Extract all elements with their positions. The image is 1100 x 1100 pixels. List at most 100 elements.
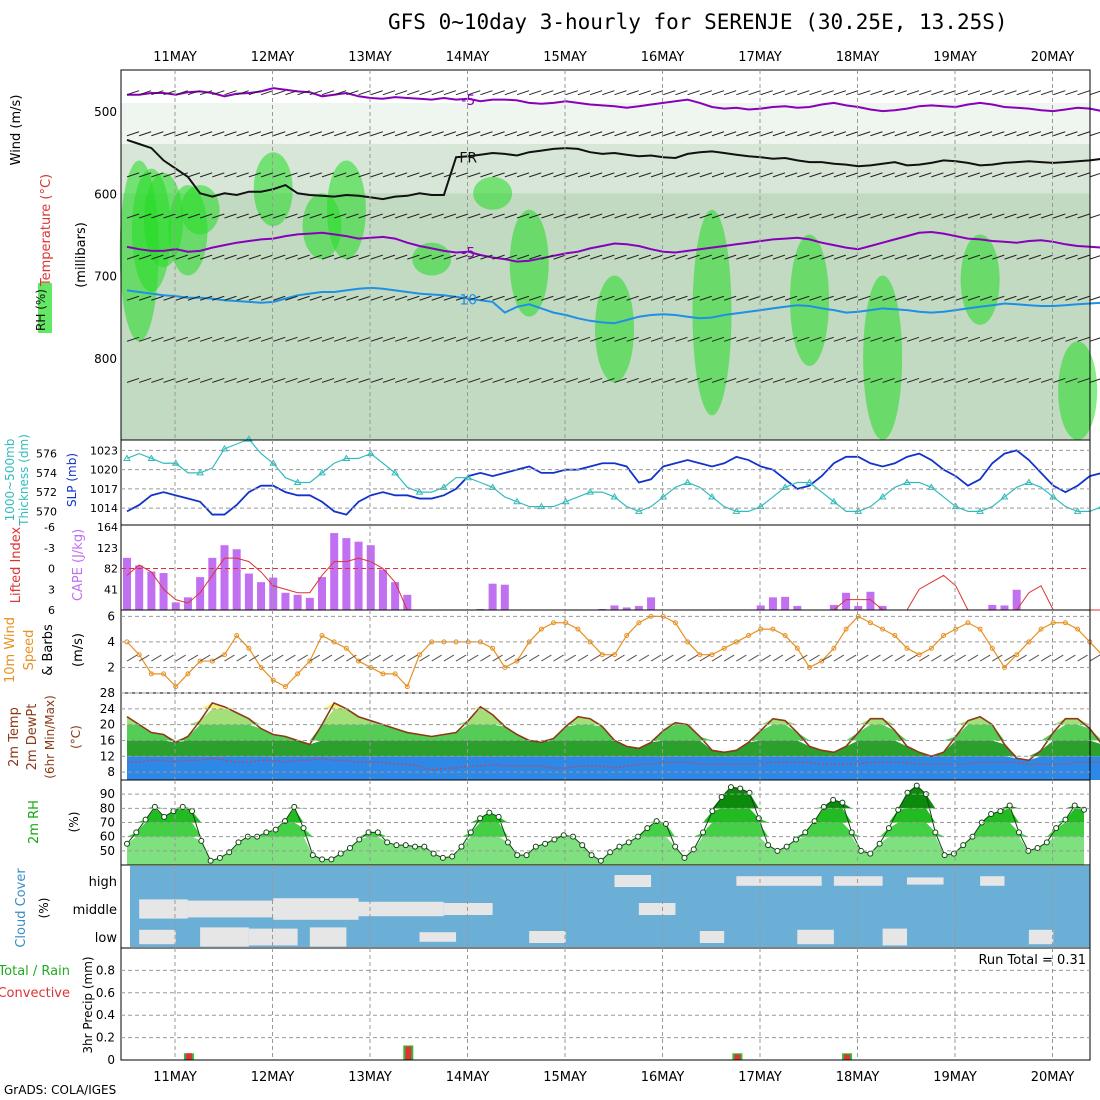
wind-barb bbox=[967, 172, 981, 178]
wind-barb bbox=[468, 295, 481, 301]
cloud-patch bbox=[833, 876, 883, 886]
wind-barb bbox=[260, 295, 274, 301]
surface-wind-barb bbox=[467, 654, 479, 662]
wind-barb bbox=[480, 377, 493, 383]
cloud-patch bbox=[139, 899, 188, 919]
rh-marker bbox=[133, 829, 140, 836]
rh-marker bbox=[950, 850, 957, 857]
rh-marker bbox=[346, 845, 353, 851]
wind-barb bbox=[784, 90, 798, 96]
wind-barb bbox=[1040, 213, 1054, 219]
wind-barb bbox=[943, 336, 956, 342]
wind-barb bbox=[236, 377, 249, 383]
wind-barb bbox=[529, 254, 542, 260]
wind-barb bbox=[650, 172, 664, 178]
wind-barb bbox=[663, 213, 676, 219]
wind-barb bbox=[370, 172, 383, 178]
wind-speed-marker bbox=[392, 671, 398, 677]
wind-barb bbox=[212, 172, 225, 178]
rh-tick: 60 bbox=[100, 830, 115, 844]
wind-barb bbox=[504, 90, 517, 96]
li-tick: -3 bbox=[44, 542, 55, 555]
wind-barb bbox=[139, 213, 152, 219]
wind-barb bbox=[711, 131, 725, 137]
wind-barb bbox=[346, 213, 359, 219]
wind-barb bbox=[626, 131, 639, 137]
wind-barb bbox=[748, 131, 761, 137]
cape-bar bbox=[610, 605, 619, 610]
wind-barb bbox=[443, 172, 457, 178]
cape-bar bbox=[403, 594, 412, 610]
thickness-marker bbox=[366, 449, 375, 457]
rh-marker bbox=[337, 850, 344, 857]
rh-marker bbox=[532, 843, 539, 850]
surface-wind-barb bbox=[260, 654, 272, 662]
wind-barb bbox=[650, 131, 664, 137]
rh-marker bbox=[458, 843, 465, 850]
surface-wind-barb bbox=[321, 654, 333, 662]
wind-barb bbox=[321, 377, 335, 383]
wind-barb bbox=[797, 336, 810, 342]
wind-barb bbox=[151, 131, 164, 137]
wind-barb bbox=[370, 90, 383, 96]
wind-barb bbox=[1077, 336, 1090, 342]
wind-barb bbox=[894, 213, 907, 219]
wind-barb bbox=[455, 295, 469, 301]
rh-marker bbox=[616, 843, 623, 850]
wind-barb bbox=[919, 213, 932, 219]
wind-barb bbox=[443, 295, 457, 301]
wind-barb bbox=[772, 295, 786, 301]
date-label-bottom: 16MAY bbox=[641, 1070, 685, 1085]
wind-barb bbox=[126, 90, 140, 96]
wind-barb bbox=[492, 90, 505, 96]
wind-barb bbox=[967, 213, 981, 219]
rh-marker bbox=[997, 808, 1004, 815]
surface-wind-barb bbox=[931, 654, 942, 662]
wind-barb bbox=[394, 295, 408, 301]
rh-marker bbox=[830, 796, 837, 803]
rh-marker bbox=[783, 843, 790, 850]
rh-marker bbox=[1034, 845, 1041, 851]
temp-tick: 12 bbox=[100, 749, 115, 763]
wind-barb bbox=[626, 172, 639, 178]
wind-barb bbox=[431, 254, 444, 260]
wind-barb bbox=[602, 172, 615, 178]
wind-barb bbox=[151, 172, 164, 178]
wind-barb bbox=[992, 90, 1005, 96]
wind-barb bbox=[797, 213, 810, 219]
wind-barb bbox=[1065, 336, 1078, 342]
rh-marker bbox=[876, 840, 883, 847]
wind-barb bbox=[248, 213, 262, 219]
date-label-bottom: 14MAY bbox=[446, 1070, 490, 1085]
wind-barb bbox=[382, 131, 396, 137]
isotherm-4 bbox=[126, 286, 1100, 325]
wind-barb bbox=[285, 295, 298, 301]
pressure-axis-label: (millibars) bbox=[74, 222, 89, 288]
cape-bar bbox=[647, 597, 656, 610]
wind-barb bbox=[577, 172, 591, 178]
thickness-marker bbox=[513, 497, 521, 505]
wind-barb bbox=[967, 254, 981, 260]
wind-barb bbox=[602, 90, 615, 96]
surface-wind-barb bbox=[199, 654, 211, 662]
wind-barb bbox=[419, 90, 432, 96]
wind-barb bbox=[589, 172, 603, 178]
wind-barb bbox=[480, 90, 493, 96]
wind-barb bbox=[407, 213, 420, 219]
wind-barb bbox=[431, 336, 444, 342]
wind-barb bbox=[626, 254, 639, 260]
rh-marker bbox=[867, 850, 874, 857]
rh-marker bbox=[514, 852, 521, 859]
wind-barb bbox=[845, 254, 859, 260]
wind-barb bbox=[955, 254, 968, 260]
wind-barb bbox=[492, 131, 505, 137]
thickness-axis-label: 1000~500mb bbox=[3, 439, 17, 522]
temp-tick: 8 bbox=[107, 765, 115, 779]
wind-barb bbox=[126, 377, 140, 383]
wind-barb bbox=[894, 377, 907, 383]
wind-barb bbox=[516, 131, 530, 137]
wind-barb bbox=[614, 377, 627, 383]
isotherm-3 bbox=[126, 230, 1100, 263]
rh-marker bbox=[913, 782, 920, 789]
